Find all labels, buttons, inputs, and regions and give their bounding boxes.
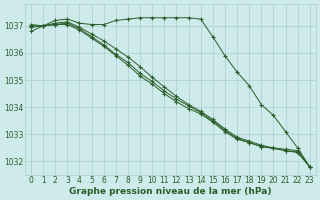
X-axis label: Graphe pression niveau de la mer (hPa): Graphe pression niveau de la mer (hPa) xyxy=(69,187,272,196)
